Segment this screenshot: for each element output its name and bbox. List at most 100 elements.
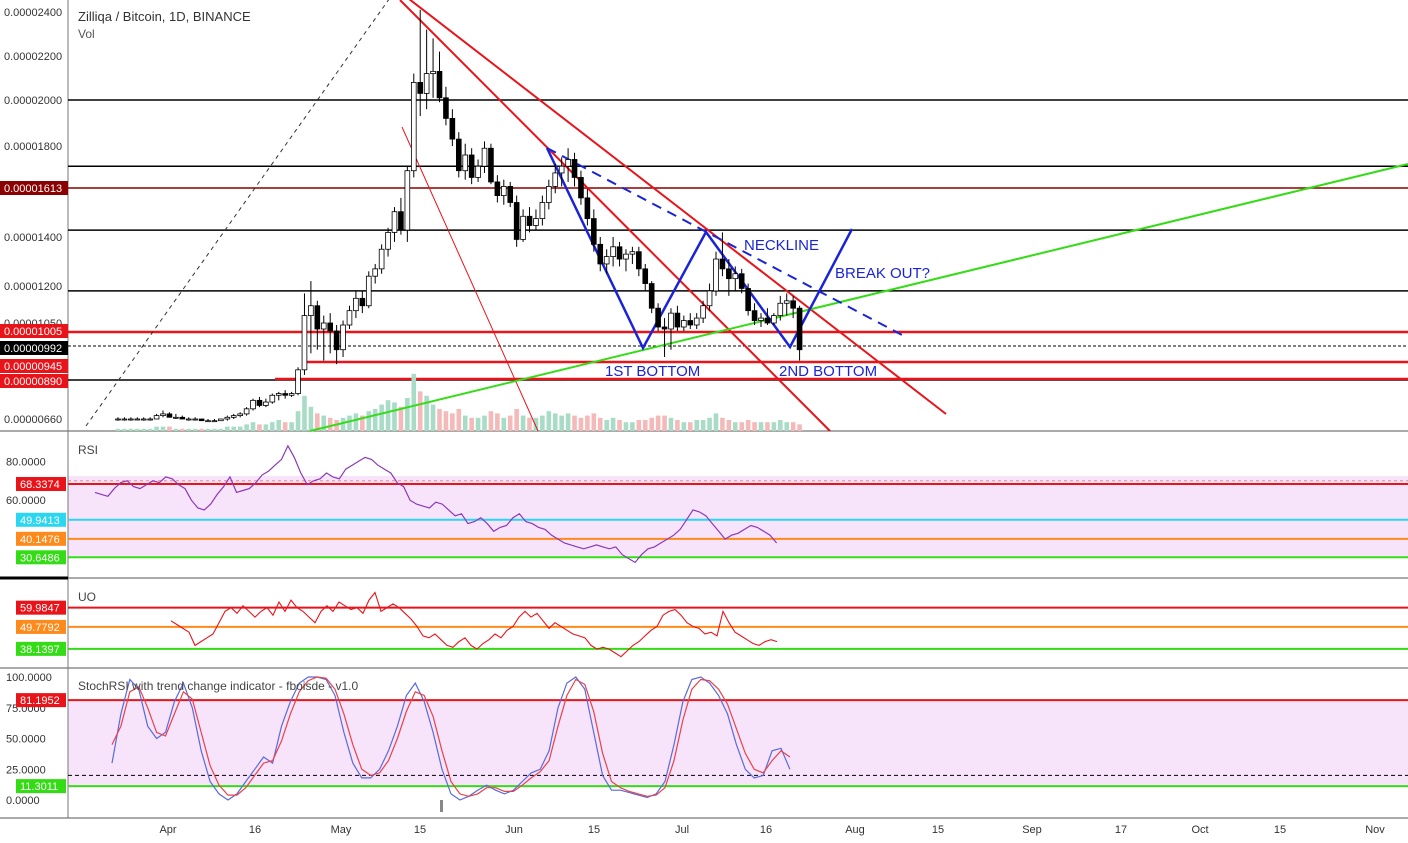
dashed-uptrend-line [85,0,390,427]
pane-tick-label: 25.0000 [6,764,46,776]
price-tick-label: 0.00000660 [4,414,62,426]
price-label-badge-text: 0.00000890 [4,376,62,388]
volume-bar [424,395,429,431]
stochrsi-band-fill [68,701,1408,785]
volume-bar [263,424,269,431]
time-tick-label: 15 [1274,824,1286,836]
candle-up [700,305,706,319]
candle-up [713,258,719,292]
label-layer: Zilliqa / Bitcoin, 1D, BINANCE Vol NECKL… [78,9,930,693]
volume-bar [443,411,449,431]
candle-up [173,416,179,419]
volume-bar [327,417,333,431]
candle-down [494,181,501,196]
volume-bar [192,428,198,431]
volume-bar [167,426,172,431]
volume-bar [687,422,693,431]
volume-bar [482,415,487,431]
candle-up [224,416,231,420]
volume-bar [604,420,609,431]
time-tick-label: 17 [1115,824,1127,836]
stochrsi-pane: 100.000075.000050.000025.00000.000081.19… [6,672,1408,812]
volume-bar [752,422,757,431]
volume-bar [205,428,211,431]
volume-bar [597,417,603,431]
volume-bar [585,415,590,431]
candle-down [198,418,205,422]
volume-bar [527,417,532,431]
price-tick-label: 0.00001800 [4,141,62,153]
candle-up [603,256,610,265]
uo-line [170,591,778,658]
volume-bar [469,417,474,431]
candle-up [250,399,256,410]
candle-down [796,307,803,351]
volume-bar [295,411,301,431]
candle-up [668,312,674,330]
candle-down [179,416,186,420]
volume-bar [392,402,397,431]
candle-up [706,290,713,307]
candle-up [539,202,546,219]
candle-down [745,288,751,312]
time-tick-label: Sep [1022,824,1042,836]
volume-bar [147,428,153,431]
chart-title: Zilliqa / Bitcoin, 1D, BINANCE [78,9,251,24]
candle-up [205,420,211,423]
candle-up [500,186,507,196]
rsi-line [94,444,778,564]
volume-bar [405,398,410,431]
time-tick-label: 15 [414,824,426,836]
volume-bar [501,417,507,431]
volume-bar [134,428,140,431]
candle-up [558,165,565,174]
time-tick-label: Nov [1365,824,1385,836]
volume-bar [360,415,365,431]
volume-bar [623,422,629,431]
candle-up [462,154,469,172]
volume-bar [713,413,719,431]
volume-bar [231,426,237,431]
candle-up [115,418,121,421]
pane-tick-label: 60.0000 [6,495,46,507]
volume-bar [160,426,166,431]
candle-up [211,420,218,423]
candle-up [623,253,629,260]
price-label-badge [0,324,68,338]
volume-bar [417,391,423,431]
volume-label: Vol [78,27,95,41]
candle-down [507,186,514,203]
double-bottom-pattern [545,147,854,351]
volume-bar [456,409,462,431]
volume-bar [212,428,217,431]
volume-bar [533,417,539,431]
candle-up [340,324,346,351]
candle-up [693,317,700,326]
candle-up [346,310,353,326]
candle-up [353,297,359,312]
volume-bar [681,422,687,431]
time-tick-label: Apr [159,824,176,836]
price-label-badge [0,341,68,355]
volume-bar [122,428,127,431]
candle-down [655,307,661,328]
time-tick-label: 15 [932,824,944,836]
volume-bar [726,420,732,431]
volume-bar [141,428,147,431]
pane-level-badge [16,693,66,708]
volume-bar [302,395,307,431]
volume-bar [552,413,558,431]
candle-down [616,246,623,260]
volume-bar [250,422,256,431]
candle-up [475,165,481,178]
candle-up [629,251,636,255]
volume-bar [475,417,481,431]
candle-down [488,147,494,183]
price-label-badge-text: 0.00001613 [4,183,62,195]
pane-level-badge [16,779,66,794]
candle-up [404,170,411,231]
stochrsi-d-line [111,676,791,797]
